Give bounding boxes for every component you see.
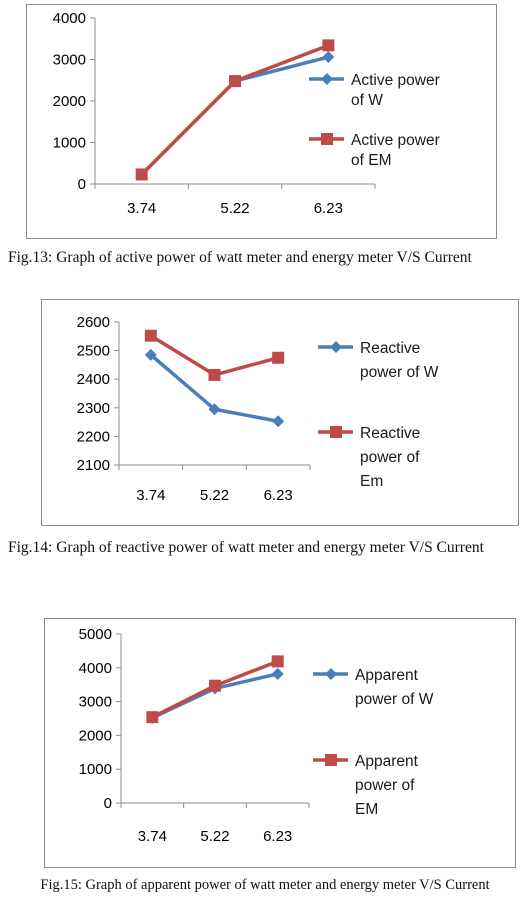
x-tick-label: 5.22	[200, 828, 229, 845]
y-tick-label: 0	[78, 176, 86, 193]
chart-1: 0 1000 2000 3000 4000 3.74 5.22 6.23 Active powe…	[53, 10, 440, 217]
y-tick-label: 4000	[53, 10, 86, 27]
legend-label: power of	[355, 777, 415, 794]
x-tick-label: 5.22	[200, 487, 229, 504]
data-point	[146, 711, 159, 724]
data-point	[272, 351, 285, 364]
chart-3-frame: 0 1000 2000 3000 4000 5000 3.74 5.22 6.23 Apparen…	[44, 618, 516, 868]
y-tick-label: 4000	[79, 660, 112, 677]
x-tick-label: 6.23	[314, 200, 343, 217]
x-tick-label: 3.74	[127, 200, 156, 217]
data-point	[208, 403, 221, 416]
data-point	[271, 667, 284, 680]
y-tick-label: 2400	[77, 371, 110, 388]
data-point	[144, 348, 157, 361]
data-point	[229, 75, 241, 88]
caption-fig13: Fig.13: Graph of active power of watt me…	[8, 249, 472, 266]
chart-1-frame: 0 1000 2000 3000 4000 3.74 5.22 6.23 Active powe…	[26, 4, 497, 239]
caption-fig14: Fig.14: Graph of reactive power of watt …	[8, 539, 484, 556]
legend-marker-1	[325, 668, 337, 680]
y-tick-label: 0	[104, 795, 112, 812]
data-point	[144, 329, 157, 342]
legend-marker-1	[321, 73, 333, 85]
y-tick-label: 3000	[79, 694, 112, 711]
legend-label: Apparent	[355, 753, 419, 770]
legend-marker-2	[325, 754, 337, 766]
series-line-1	[140, 55, 329, 176]
y-tick-label: 5000	[79, 626, 112, 643]
x-tick-label: 6.23	[264, 487, 293, 504]
data-point	[208, 368, 221, 381]
legend-label: power of W	[360, 364, 439, 381]
legend-label: Active power	[351, 132, 440, 149]
y-tick-label: 2200	[77, 428, 110, 445]
legend-marker-1	[330, 341, 342, 353]
data-point	[209, 679, 221, 692]
legend-label: Reactive	[360, 340, 420, 357]
x-tick-label: 3.74	[138, 828, 167, 845]
legend-label: of EM	[351, 152, 391, 169]
y-tick-label: 2000	[79, 727, 112, 744]
legend-label: Em	[360, 473, 383, 490]
y-tick-label: 2100	[77, 457, 110, 474]
legend-label: power of W	[355, 691, 434, 708]
data-point	[322, 51, 335, 64]
legend-label: power of	[360, 449, 420, 466]
y-tick-label: 3000	[53, 52, 86, 69]
legend-marker-2	[321, 133, 333, 145]
data-point	[322, 39, 335, 52]
legend-label: of W	[351, 92, 383, 109]
data-point	[271, 655, 284, 668]
x-tick-label: 6.23	[263, 828, 292, 845]
chart-2: 2100 2200 2300 2400 2500 2600 3.74 5.22 6.23 Reac…	[77, 314, 439, 504]
chart-2-frame: 2100 2200 2300 2400 2500 2600 3.74 5.22 6.23 Reac…	[41, 299, 519, 526]
chart-3: 0 1000 2000 3000 4000 5000 3.74 5.22 6.23 Apparen…	[79, 626, 434, 845]
y-tick-label: 2000	[53, 93, 86, 110]
legend-label: EM	[355, 801, 378, 818]
x-tick-label: 3.74	[136, 487, 165, 504]
y-tick-label: 1000	[79, 761, 112, 778]
data-point	[272, 415, 285, 428]
legend-label: Active power	[351, 72, 440, 89]
legend-label: Reactive	[360, 425, 420, 442]
x-tick-label: 5.22	[220, 200, 249, 217]
data-point	[135, 168, 148, 181]
y-tick-label: 2600	[77, 314, 110, 331]
legend-marker-2	[330, 426, 342, 438]
y-tick-label: 2300	[77, 400, 110, 417]
caption-fig15: Fig.15: Graph of apparent power of watt …	[40, 877, 490, 893]
legend-label: Apparent	[355, 667, 419, 684]
y-tick-label: 1000	[53, 135, 86, 152]
y-tick-label: 2500	[77, 343, 110, 360]
